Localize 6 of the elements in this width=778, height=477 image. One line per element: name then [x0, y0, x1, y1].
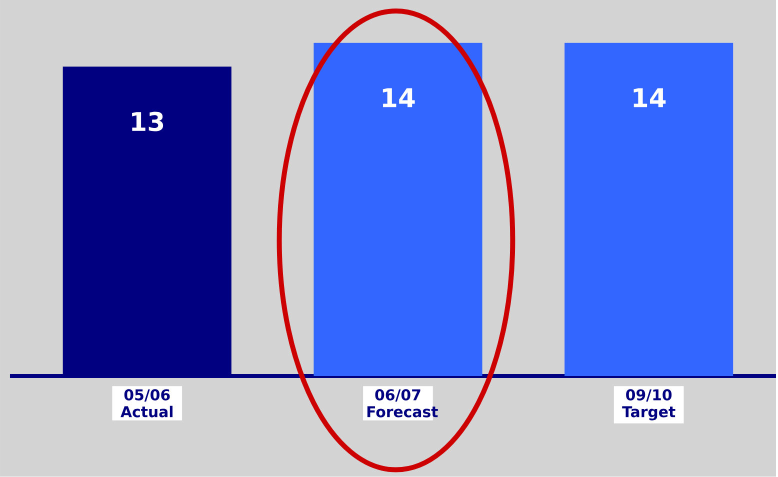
x-tick-label: 06/07 Forecast [367, 389, 438, 418]
x-tick-label: 09/10 Target [622, 389, 676, 420]
data-label: 13 [132, 112, 164, 132]
x-tick-label: 05/06 Actual [120, 389, 173, 418]
data-label: 14 [382, 88, 415, 108]
data-label: 14 [634, 88, 666, 108]
